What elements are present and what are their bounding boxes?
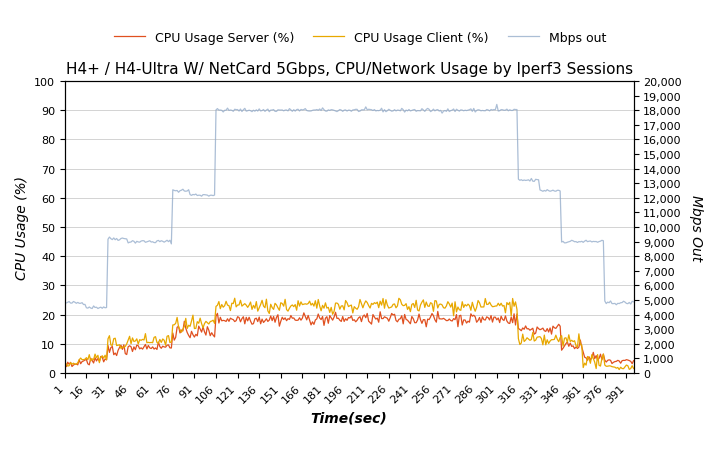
Legend: CPU Usage Server (%), CPU Usage Client (%), Mbps out: CPU Usage Server (%), CPU Usage Client (…	[109, 27, 611, 50]
Mbps out	[60, 300, 69, 305]
Y-axis label: CPU Usage (%): CPU Usage (%)	[14, 176, 29, 279]
Line: CPU Usage Client (%): CPU Usage Client (%)	[65, 298, 634, 370]
Line: Mbps out: Mbps out	[65, 105, 634, 309]
CPU Usage Client (%)	[629, 366, 638, 371]
CPU Usage Server (%)	[62, 364, 71, 369]
CPU Usage Server (%)	[619, 358, 628, 363]
CPU Usage Client (%)	[98, 353, 107, 359]
Mbps out	[472, 108, 481, 114]
CPU Usage Client (%)	[619, 366, 628, 372]
CPU Usage Server (%)	[433, 309, 442, 314]
Mbps out	[99, 304, 108, 310]
CPU Usage Client (%)	[60, 361, 69, 367]
CPU Usage Client (%)	[230, 296, 239, 301]
Mbps out	[629, 299, 638, 305]
Line: CPU Usage Server (%): CPU Usage Server (%)	[65, 312, 634, 367]
Mbps out	[269, 107, 278, 113]
X-axis label: Time(sec): Time(sec)	[311, 410, 387, 425]
Mbps out	[619, 299, 628, 304]
Title: H4+ / H4-Ultra W/ NetCard 5Gbps, CPU/Network Usage by Iperf3 Sessions: H4+ / H4-Ultra W/ NetCard 5Gbps, CPU/Net…	[66, 61, 633, 76]
Mbps out	[492, 102, 501, 108]
CPU Usage Server (%)	[269, 314, 278, 319]
CPU Usage Server (%)	[99, 359, 108, 365]
CPU Usage Client (%)	[269, 307, 278, 313]
Y-axis label: Mbps Out: Mbps Out	[689, 194, 703, 261]
CPU Usage Client (%)	[472, 305, 481, 310]
CPU Usage Server (%)	[547, 332, 556, 337]
CPU Usage Server (%)	[474, 318, 482, 324]
CPU Usage Server (%)	[629, 358, 638, 364]
Mbps out	[255, 107, 264, 112]
CPU Usage Client (%)	[255, 305, 264, 311]
Mbps out	[94, 306, 102, 312]
CPU Usage Client (%)	[546, 339, 554, 344]
CPU Usage Client (%)	[615, 367, 624, 373]
Mbps out	[547, 189, 556, 194]
CPU Usage Server (%)	[255, 315, 264, 320]
CPU Usage Server (%)	[60, 362, 69, 368]
